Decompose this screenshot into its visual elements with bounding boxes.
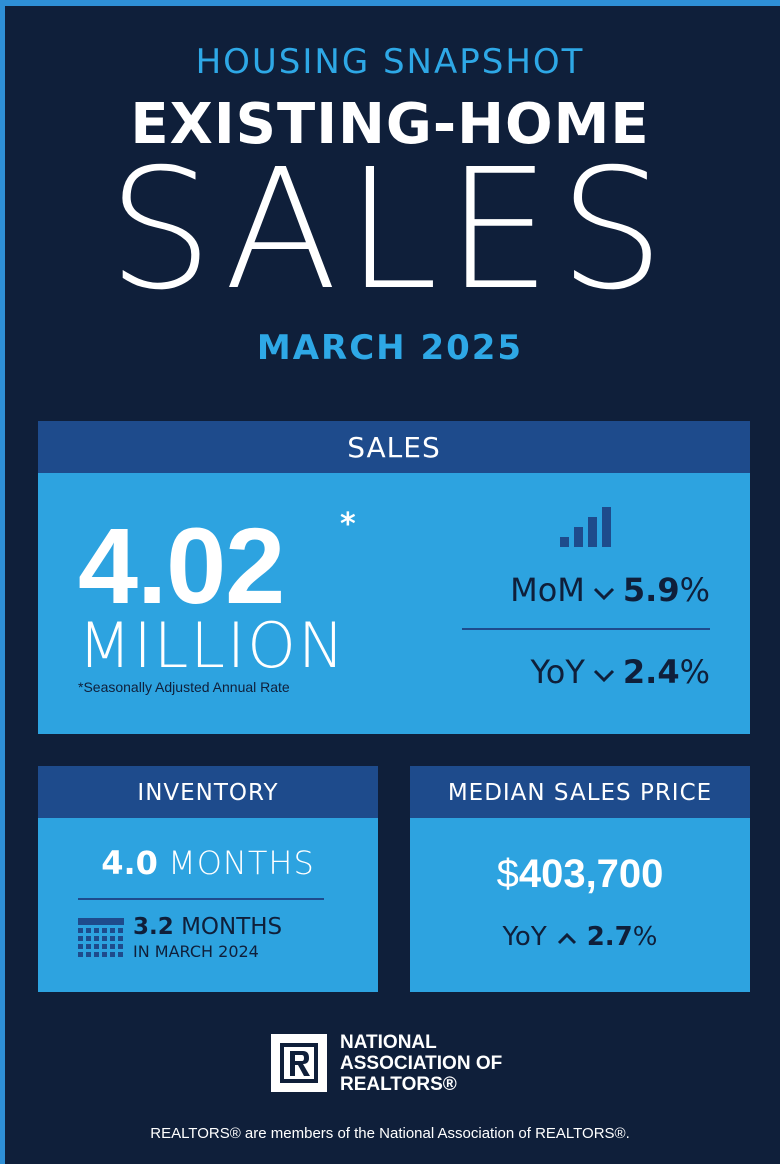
inventory-current: 4.0 MONTHS [38, 844, 378, 882]
inventory-prev-unit: MONTHS [181, 914, 283, 940]
stat-divider [462, 628, 710, 630]
price-yoy-stat: YoY 2.7% [410, 922, 750, 952]
price-yoy-value: 2.7 [586, 922, 633, 952]
mom-percent: % [679, 571, 710, 609]
inventory-prev-value: 3.2 [133, 914, 174, 940]
price-currency: $ [496, 852, 519, 896]
inventory-panel: 4.0 MONTHS 3.2 MONTHS IN MARCH 2024 [38, 818, 378, 992]
realtor-logo-mark [275, 1038, 323, 1088]
inventory-prev-caption: IN MARCH 2024 [133, 942, 259, 961]
org-line-2: ASSOCIATION OF [340, 1053, 503, 1074]
median-price: $403,700 [410, 852, 750, 897]
sales-yoy-stat: YoY 2.4% [530, 653, 710, 691]
sales-value: 4.02 [78, 505, 285, 626]
chevron-up-icon [557, 922, 577, 952]
org-name: NATIONAL ASSOCIATION OF REALTORS® [340, 1032, 502, 1095]
inventory-previous: 3.2 MONTHS [133, 914, 282, 940]
sales-mom-stat: MoM 5.9% [510, 571, 710, 609]
disclaimer: REALTORS® are members of the National As… [150, 1125, 630, 1142]
price-panel-header: MEDIAN SALES PRICE [410, 766, 750, 818]
kicker-title: HOUSING SNAPSHOT [195, 42, 585, 82]
big-title: SALES [107, 134, 673, 327]
inventory-panel-header: INVENTORY [38, 766, 378, 818]
mom-value: 5.9 [622, 571, 680, 609]
sales-panel: 4.02 * MILLION *Seasonally Adjusted Annu… [38, 473, 750, 734]
chevron-down-icon [593, 571, 615, 609]
price-value: 403,700 [518, 852, 664, 896]
yoy-percent: % [679, 653, 710, 691]
yoy-label: YoY [530, 653, 585, 691]
bar-chart-icon [560, 507, 611, 547]
org-line-3: REALTORS® [340, 1074, 457, 1095]
calendar-icon [78, 918, 124, 957]
headline: EXISTING-HOME [130, 92, 650, 157]
inventory-value: 4.0 [101, 844, 158, 882]
price-yoy-percent: % [632, 922, 658, 952]
sales-asterisk: * [340, 507, 356, 542]
mom-label: MoM [510, 571, 585, 609]
realtor-logo-icon [271, 1034, 327, 1092]
chevron-down-icon [593, 653, 615, 691]
sales-footnote: *Seasonally Adjusted Annual Rate [78, 679, 290, 695]
org-line-1: NATIONAL [340, 1032, 437, 1053]
sales-unit: MILLION [78, 609, 347, 682]
inventory-divider [78, 898, 324, 900]
price-panel: $403,700 YoY 2.7% [410, 818, 750, 992]
report-period: MARCH 2025 [256, 328, 524, 368]
price-yoy-label: YoY [502, 922, 547, 952]
yoy-value: 2.4 [622, 653, 680, 691]
sales-panel-header: SALES [38, 421, 750, 473]
inventory-unit: MONTHS [168, 844, 315, 882]
